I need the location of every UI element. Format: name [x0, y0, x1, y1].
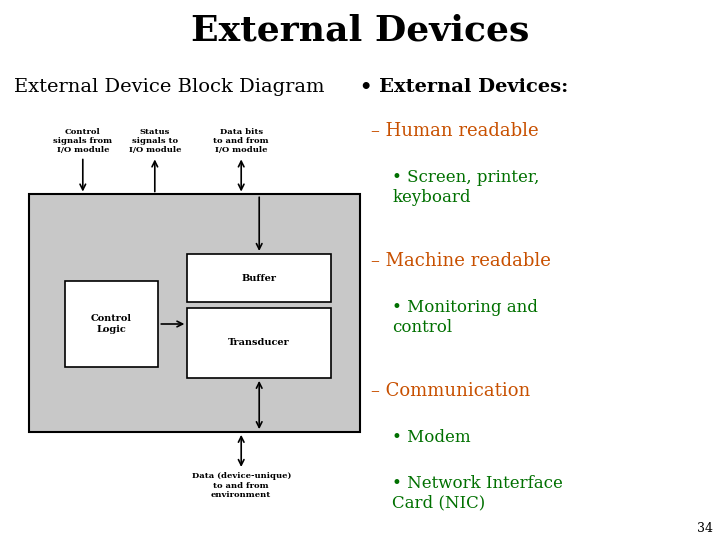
Text: Status
signals to
I/O module: Status signals to I/O module — [129, 127, 181, 154]
Text: – Machine readable: – Machine readable — [371, 252, 551, 269]
Bar — [65, 281, 158, 367]
Text: • Screen, printer,
keyboard: • Screen, printer, keyboard — [392, 169, 540, 206]
Text: Data (device-unique)
to and from
environment: Data (device-unique) to and from environ… — [192, 472, 291, 499]
Text: Control
Logic: Control Logic — [91, 314, 132, 334]
Text: External Devices: External Devices — [191, 14, 529, 48]
Text: • Network Interface
Card (NIC): • Network Interface Card (NIC) — [392, 475, 563, 512]
Bar — [187, 254, 331, 302]
Text: Data bits
to and from
I/O module: Data bits to and from I/O module — [213, 127, 269, 154]
Text: Control
signals from
I/O module: Control signals from I/O module — [53, 127, 112, 154]
Text: External Device Block Diagram: External Device Block Diagram — [14, 78, 325, 96]
Text: Buffer: Buffer — [242, 274, 276, 282]
Bar — [29, 194, 360, 432]
Text: Transducer: Transducer — [228, 339, 290, 347]
Text: – Communication: – Communication — [371, 382, 530, 400]
Text: 34: 34 — [697, 522, 713, 535]
Text: • Monitoring and
control: • Monitoring and control — [392, 299, 539, 336]
Text: – Human readable: – Human readable — [371, 122, 539, 139]
Bar — [187, 308, 331, 378]
Text: • External Devices:: • External Devices: — [360, 78, 568, 96]
Text: • Modem: • Modem — [392, 429, 471, 446]
